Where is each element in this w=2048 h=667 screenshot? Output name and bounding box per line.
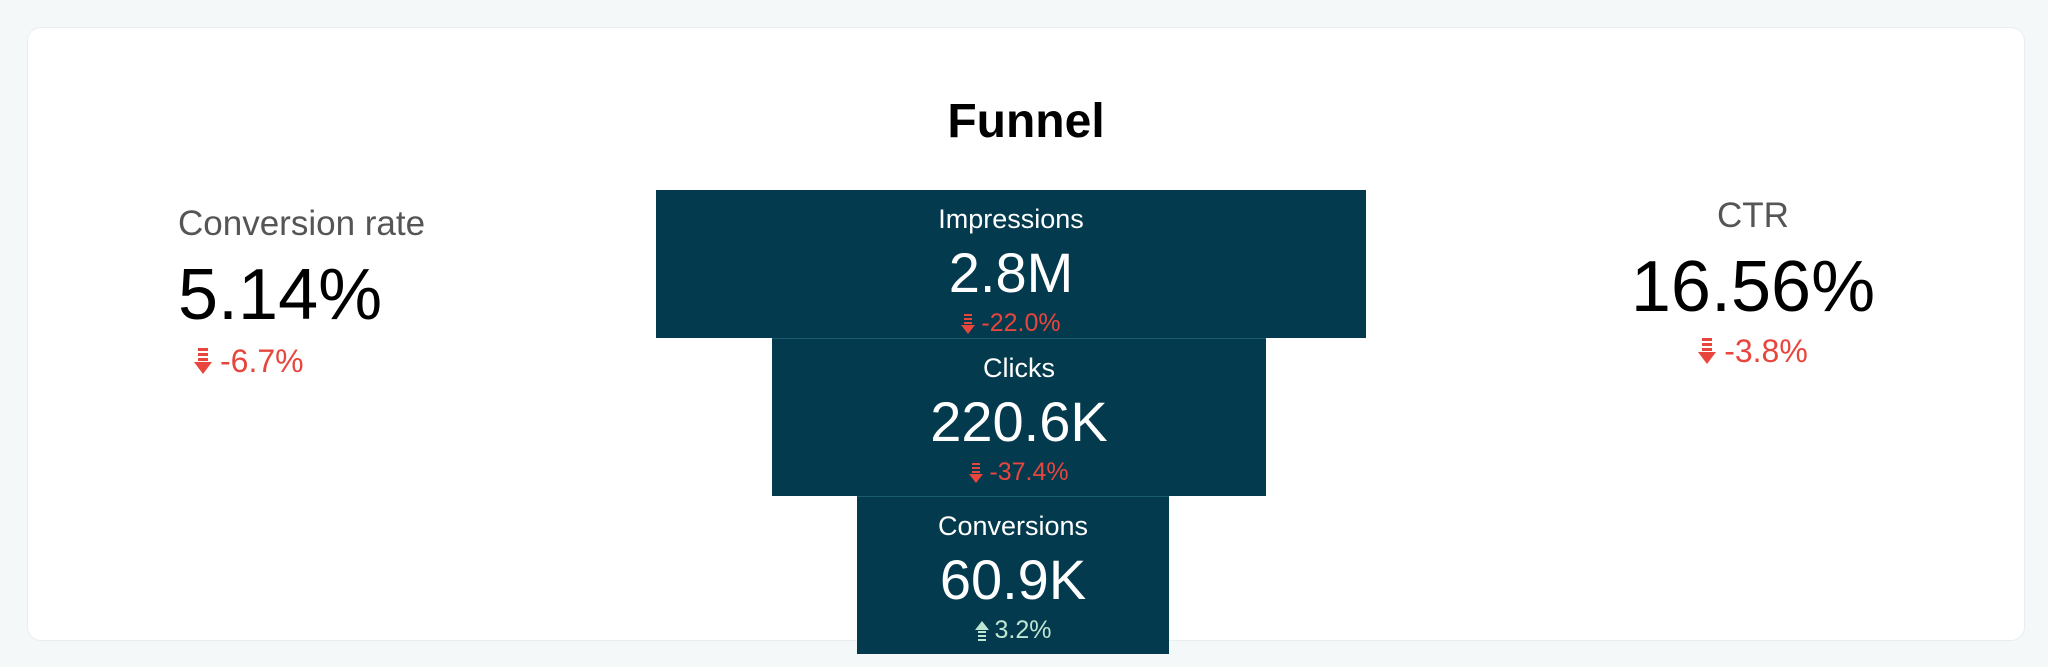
funnel-stage-impressions: Impressions 2.8M -22.0% <box>656 190 1366 338</box>
arrow-down-icon <box>961 313 976 334</box>
stage-delta: -37.4% <box>772 460 1266 485</box>
funnel-stage-conversions: Conversions 60.9K 3.2% <box>857 496 1169 654</box>
stage-value: 60.9K <box>939 548 1087 611</box>
chart-title: Funnel <box>947 95 1105 148</box>
arrow-up-icon <box>974 620 989 641</box>
stage-delta-text: 3.2% <box>994 616 1052 644</box>
stage-delta-text: -37.4% <box>989 458 1069 486</box>
kpi-delta-text: -6.7% <box>220 343 304 379</box>
stage-delta: -22.0% <box>656 311 1366 336</box>
ctr-kpi: CTR 16.56% -3.8% <box>1628 198 1878 367</box>
stage-label: Impressions <box>938 204 1084 234</box>
arrow-down-icon <box>1698 338 1717 364</box>
kpi-label: CTR <box>1717 196 1789 235</box>
funnel-card: Funnel Conversion rate 5.14% -6.7% CTR 1… <box>27 27 2025 654</box>
stage-label: Conversions <box>937 511 1089 541</box>
kpi-delta-text: -3.8% <box>1724 333 1808 369</box>
kpi-value: 5.14% <box>178 255 383 335</box>
funnel-stage-clicks: Clicks 220.6K -37.4% <box>772 338 1266 496</box>
kpi-label: Conversion rate <box>178 204 426 243</box>
arrow-down-icon <box>194 348 212 374</box>
conversion-rate-kpi: Conversion rate 5.14% -6.7% <box>178 206 425 377</box>
kpi-delta: -3.8% <box>1628 335 1878 367</box>
stage-delta-text: -22.0% <box>981 309 1061 337</box>
stage-value: 2.8M <box>948 241 1074 304</box>
kpi-delta: -6.7% <box>194 345 425 377</box>
stage-value: 220.6K <box>930 390 1108 453</box>
kpi-value: 16.56% <box>1630 247 1876 327</box>
arrow-down-icon <box>969 462 984 483</box>
stage-delta: 3.2% <box>857 618 1169 643</box>
stage-label: Clicks <box>983 353 1055 383</box>
